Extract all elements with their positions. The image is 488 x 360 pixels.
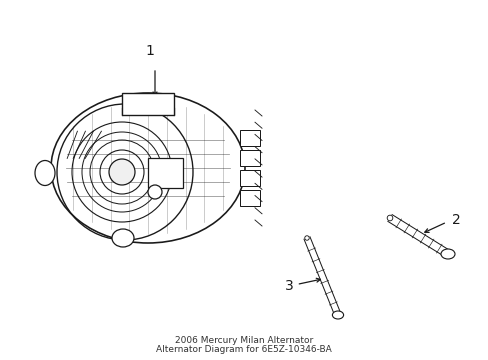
Bar xyxy=(240,130,260,146)
Ellipse shape xyxy=(112,229,134,247)
Bar xyxy=(240,190,260,206)
Ellipse shape xyxy=(332,311,343,319)
Bar xyxy=(240,170,260,186)
Text: 1: 1 xyxy=(145,44,154,58)
Bar xyxy=(122,93,174,115)
Circle shape xyxy=(386,215,392,221)
Text: 2: 2 xyxy=(451,213,460,227)
Circle shape xyxy=(148,185,162,199)
Circle shape xyxy=(304,236,308,240)
Text: 2006 Mercury Milan Alternator: 2006 Mercury Milan Alternator xyxy=(175,336,312,345)
Ellipse shape xyxy=(440,249,454,259)
Bar xyxy=(240,150,260,166)
Circle shape xyxy=(109,159,135,185)
Text: Alternator Diagram for 6E5Z-10346-BA: Alternator Diagram for 6E5Z-10346-BA xyxy=(156,345,331,354)
Bar xyxy=(148,158,183,188)
Text: 3: 3 xyxy=(284,279,293,292)
Ellipse shape xyxy=(35,161,55,185)
